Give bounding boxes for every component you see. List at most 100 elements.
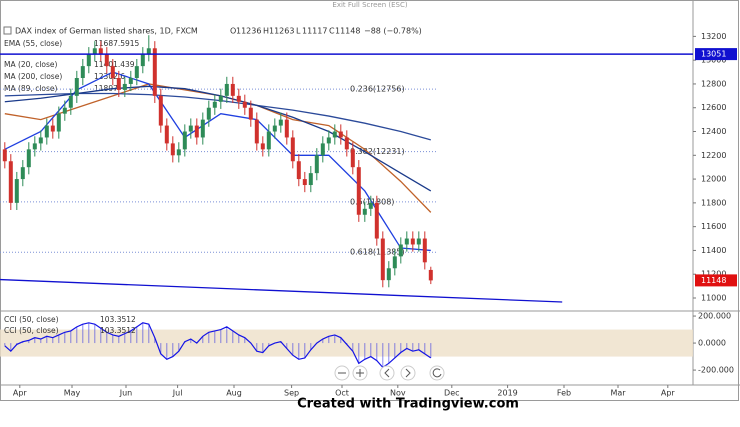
candle-body xyxy=(230,83,235,96)
candle-body xyxy=(386,268,391,281)
candle-body xyxy=(128,78,133,84)
candle-body xyxy=(38,137,43,144)
candle-body xyxy=(68,95,73,108)
candle-body xyxy=(50,125,55,132)
candle-body xyxy=(302,179,307,186)
candle-body xyxy=(206,107,211,120)
candle-body xyxy=(236,95,241,102)
trendline xyxy=(0,278,563,303)
indicator-name: EMA (55, close) xyxy=(4,39,62,48)
candle-body xyxy=(116,78,121,90)
candle-body xyxy=(416,238,421,245)
candle-body xyxy=(146,48,151,55)
cci-line xyxy=(4,322,432,369)
candle-body xyxy=(8,161,13,203)
candle-body xyxy=(164,125,169,144)
candle-body xyxy=(140,54,145,67)
cci-legend-value: 103.3512 xyxy=(100,326,136,335)
ohlc-letter: O xyxy=(230,27,236,36)
x-tick-label: Apr xyxy=(661,389,676,398)
candle-body xyxy=(86,54,91,67)
toolbar xyxy=(334,365,445,381)
candle-body xyxy=(176,149,181,156)
x-tick-label: Nov xyxy=(390,389,406,398)
x-tick-label: Jun xyxy=(119,389,133,398)
indicator-name: MA (20, close) xyxy=(4,60,58,69)
candle-body xyxy=(224,83,229,96)
candle-body xyxy=(92,48,97,55)
y-tick-label: 11400 xyxy=(701,246,726,255)
x-tick-label: Mar xyxy=(610,389,626,398)
y-tick-label: 0.0000 xyxy=(698,339,726,348)
y-tick-label: 11800 xyxy=(701,198,726,207)
candle-body xyxy=(212,101,217,108)
indicator-name: MA (200, close) xyxy=(4,72,62,81)
candle-body xyxy=(110,66,115,79)
footer-credit: Created with Tradingview.com xyxy=(297,397,519,412)
scroll-left-button[interactable] xyxy=(379,365,395,381)
candle-body xyxy=(392,256,397,269)
ohlc-value: 11263 xyxy=(269,27,294,36)
y-tick-label: 12200 xyxy=(701,151,726,160)
reset-button[interactable] xyxy=(429,365,445,381)
ohlc-value: 11236 xyxy=(236,27,261,36)
x-tick-label: Dec xyxy=(444,389,459,398)
candle-body xyxy=(368,202,373,209)
scroll-right-button[interactable] xyxy=(400,365,416,381)
candle-body xyxy=(398,244,403,257)
ohlc-letter: H xyxy=(263,27,269,36)
candle-body xyxy=(344,137,349,150)
candle-body xyxy=(314,155,319,174)
candle-body xyxy=(374,202,379,239)
candle-body xyxy=(2,149,7,162)
candle-body xyxy=(56,113,61,132)
ohlc-value: 11148 xyxy=(335,27,360,36)
cci-legend-name: CCI (50, close) xyxy=(4,326,59,335)
last-price-box xyxy=(695,274,737,287)
candle-body xyxy=(308,173,313,186)
y-tick-label: 11200 xyxy=(701,270,726,279)
indicator-value: 11687.5915 xyxy=(94,39,140,48)
ohlc-letter: L xyxy=(296,27,301,36)
candle-body xyxy=(80,66,85,79)
candle-body xyxy=(32,143,37,150)
candle-body xyxy=(362,208,367,215)
fib-level-label: 0.236(12756) xyxy=(350,85,405,94)
candle-body xyxy=(332,131,337,138)
candle-body xyxy=(62,107,67,114)
x-tick-label: Aug xyxy=(226,389,242,398)
candle-body xyxy=(98,48,103,55)
y-tick-label: 13000 xyxy=(701,56,726,65)
candle-body xyxy=(20,167,25,180)
frame xyxy=(0,0,739,401)
candle-body xyxy=(284,119,289,138)
candle-body xyxy=(350,149,355,168)
candle-body xyxy=(260,143,265,150)
x-tick-label: Oct xyxy=(335,389,349,398)
y-tick-label: 12800 xyxy=(701,79,726,88)
y-tick-label: 200.000 xyxy=(698,312,731,321)
candle-body xyxy=(404,238,409,245)
candle-body xyxy=(26,149,31,168)
ohlc-value: 11117 xyxy=(302,27,327,36)
exit-fullscreen[interactable]: Exit Full Screen (ESC) xyxy=(332,1,407,9)
x-tick-label: Sep xyxy=(284,389,299,398)
plot-layer: DAX index of German listed shares, 1D, F… xyxy=(0,26,737,398)
candle-body xyxy=(104,54,109,67)
candle-body xyxy=(290,137,295,162)
candle-body xyxy=(254,119,259,144)
ohlc-letter: C xyxy=(329,27,335,36)
candle-body xyxy=(74,78,79,96)
candle-body xyxy=(200,119,205,138)
cci-band xyxy=(0,329,693,357)
candle-body xyxy=(380,238,385,281)
x-tick-label: 2019 xyxy=(497,389,517,398)
candle-body xyxy=(14,179,19,203)
chart-title: DAX index of German listed shares, 1D, F… xyxy=(15,27,198,36)
candle-body xyxy=(428,269,433,281)
y-tick-label: 12000 xyxy=(701,175,726,184)
candle-body xyxy=(218,95,223,102)
indicator-value: 11897 xyxy=(94,84,118,93)
candle-body xyxy=(410,238,415,245)
